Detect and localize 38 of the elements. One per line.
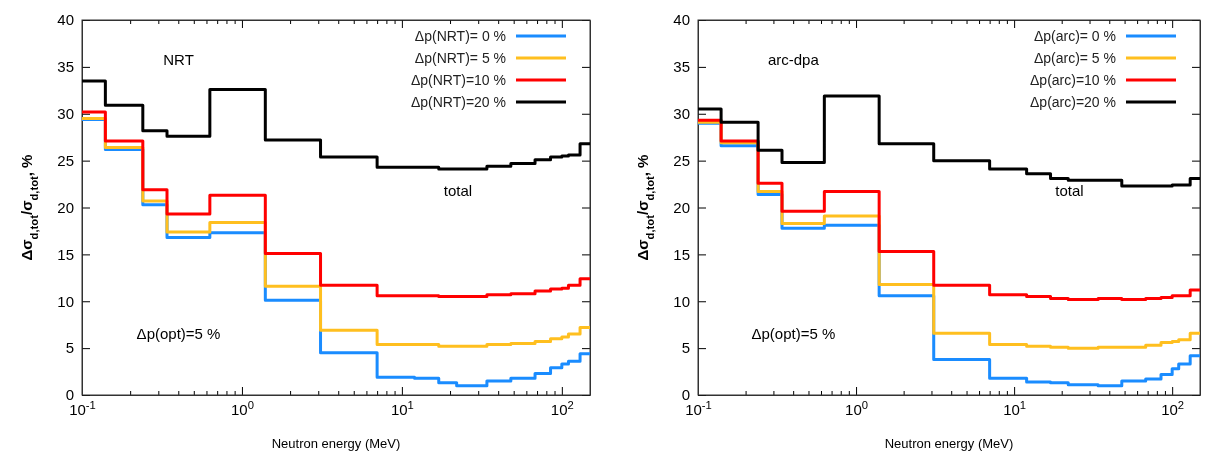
annotation: Δp(opt)=5 % [751, 324, 836, 342]
legend-label: Δp(arc)=10 % [1030, 72, 1116, 88]
x-tick-label: 10$^{2}$ [550, 399, 574, 418]
annotation: arc-dpa [767, 51, 820, 68]
annotation: NRT [163, 51, 194, 68]
x-axis-title: Neutron energy (MeV) [271, 436, 401, 451]
legend-label: Δp(NRT)= 5 % [414, 50, 506, 66]
annotation: total [443, 182, 473, 200]
y-tick-label: 20 [673, 198, 690, 216]
annotation: total [1055, 182, 1084, 200]
y-tick-label: 10 [673, 292, 690, 310]
x-tick-label: 10$^{1}$ [1003, 399, 1027, 418]
legend-label: Δp(arc)= 0 % [1033, 28, 1116, 44]
x-tick-label: 10$^{0}$ [845, 399, 869, 418]
legend-label: Δp(NRT)=20 % [410, 94, 506, 110]
x-axis-title: Neutron energy (MeV) [884, 436, 1014, 451]
y-tick-label: 30 [673, 105, 690, 123]
y-tick-label: 20 [57, 198, 74, 216]
legend-label: Δp(NRT)=10 % [410, 72, 506, 88]
y-tick-label: 15 [57, 245, 74, 263]
annotation: Δp(opt)=5 % [136, 324, 221, 342]
y-tick-label: 10 [57, 292, 74, 310]
legend-label: Δp(NRT)= 0 % [414, 28, 506, 44]
y-tick-label: 40 [673, 11, 690, 29]
x-tick-label: 10$^{2}$ [1161, 399, 1185, 418]
y-tick-label: 5 [65, 339, 74, 357]
y-tick-label: 35 [673, 58, 690, 76]
x-tick-label: 10$^{0}$ [230, 399, 254, 418]
legend-label: Δp(arc)=20 % [1030, 94, 1116, 110]
y-tick-label: 25 [57, 151, 74, 169]
legend-label: Δp(arc)= 5 % [1033, 50, 1116, 66]
y-tick-label: 15 [673, 245, 690, 263]
y-tick-label: 40 [57, 11, 74, 29]
y-tick-label: 35 [57, 58, 74, 76]
y-tick-label: 30 [57, 105, 74, 123]
y-tick-label: 25 [673, 151, 690, 169]
y-tick-label: 5 [681, 339, 690, 357]
x-tick-label: 10$^{1}$ [390, 399, 414, 418]
